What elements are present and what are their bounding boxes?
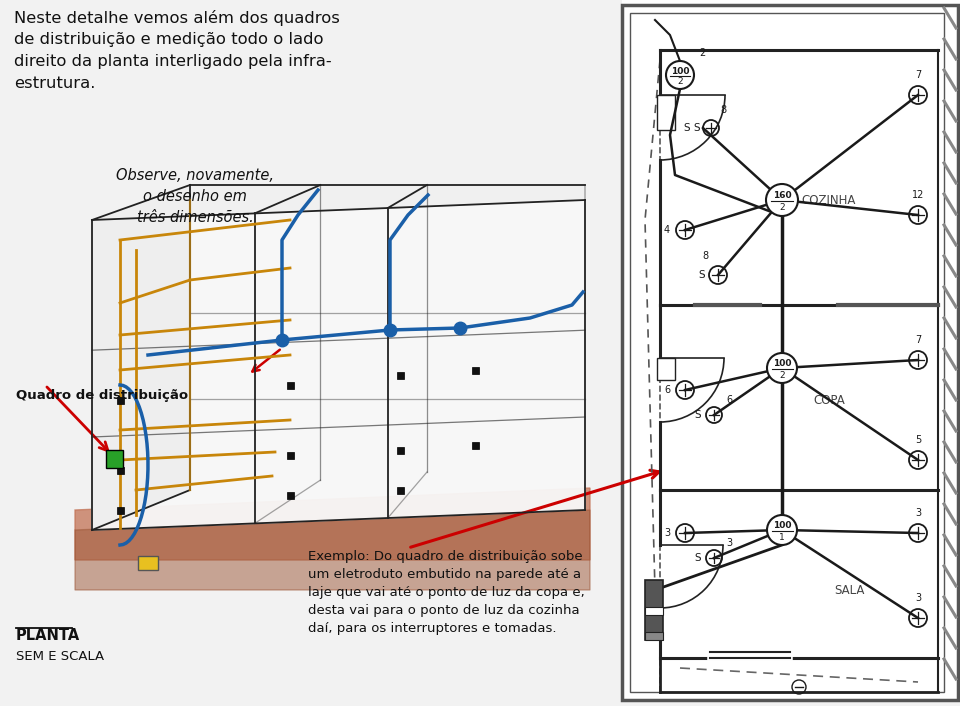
Bar [396, 486, 403, 493]
Text: Neste detalhe vemos além dos quadros: Neste detalhe vemos além dos quadros [14, 10, 340, 26]
Text: 3: 3 [726, 538, 732, 548]
Text: S: S [694, 123, 700, 133]
Text: 2: 2 [677, 78, 683, 87]
Circle shape [766, 184, 798, 216]
Text: 1: 1 [780, 532, 785, 542]
Bar [116, 397, 124, 404]
Text: Observe, novamente,
o desenho em
três dimensões.: Observe, novamente, o desenho em três di… [116, 168, 274, 225]
Text: Exemplo: Do quadro de distribuição sobe
um eletroduto embutido na parede até a
l: Exemplo: Do quadro de distribuição sobe … [308, 550, 585, 635]
Text: SEM E SCALA: SEM E SCALA [16, 650, 104, 663]
Bar [471, 366, 478, 373]
Text: 2: 2 [780, 371, 785, 380]
Bar [138, 556, 158, 570]
Text: 2: 2 [699, 48, 706, 58]
Bar [396, 446, 403, 453]
Circle shape [666, 61, 694, 89]
Text: PLANTA: PLANTA [16, 628, 81, 643]
Bar [106, 450, 123, 468]
Bar [286, 381, 294, 388]
Text: 5: 5 [915, 435, 922, 445]
Text: 7: 7 [915, 335, 922, 345]
Text: 100: 100 [773, 359, 791, 369]
Text: 12: 12 [912, 190, 924, 200]
Text: 100: 100 [671, 66, 689, 76]
Polygon shape [92, 185, 190, 530]
Polygon shape [92, 200, 585, 530]
Circle shape [767, 353, 797, 383]
Bar [645, 607, 663, 615]
Text: 2: 2 [780, 203, 785, 212]
Bar [622, 0, 960, 700]
Text: 3: 3 [915, 593, 921, 603]
Text: 3: 3 [664, 528, 670, 538]
Text: S: S [699, 270, 706, 280]
Text: 8: 8 [720, 105, 726, 115]
Text: S: S [695, 553, 702, 563]
Bar [396, 371, 403, 378]
Text: 160: 160 [773, 191, 791, 201]
Circle shape [767, 515, 797, 545]
Text: 8: 8 [702, 251, 708, 261]
Text: COZINHA: COZINHA [802, 193, 856, 206]
Bar [286, 452, 294, 458]
Text: S: S [684, 123, 690, 133]
Bar [622, 5, 958, 700]
Text: 3: 3 [915, 508, 921, 518]
Text: de distribuição e medição todo o lado: de distribuição e medição todo o lado [14, 32, 324, 47]
Bar [657, 358, 675, 380]
Bar [645, 632, 663, 640]
Bar [630, 13, 944, 692]
Polygon shape [75, 510, 590, 590]
Text: 4: 4 [664, 225, 670, 235]
Polygon shape [92, 185, 585, 220]
Bar [116, 467, 124, 474]
Text: 6: 6 [664, 385, 670, 395]
Text: SALA: SALA [834, 583, 864, 597]
Text: 100: 100 [773, 522, 791, 530]
Text: direito da planta interligado pela infra-: direito da planta interligado pela infra… [14, 54, 331, 69]
Text: COPA: COPA [813, 393, 845, 407]
Bar [471, 441, 478, 448]
Bar [657, 95, 675, 130]
Text: Quadro de distribuição: Quadro de distribuição [16, 388, 188, 402]
Text: 6: 6 [726, 395, 732, 405]
Bar [116, 506, 124, 513]
Text: S: S [695, 410, 702, 420]
Bar [645, 580, 663, 640]
Polygon shape [75, 488, 590, 560]
Bar [286, 491, 294, 498]
Text: estrutura.: estrutura. [14, 76, 95, 91]
Text: 7: 7 [915, 70, 922, 80]
